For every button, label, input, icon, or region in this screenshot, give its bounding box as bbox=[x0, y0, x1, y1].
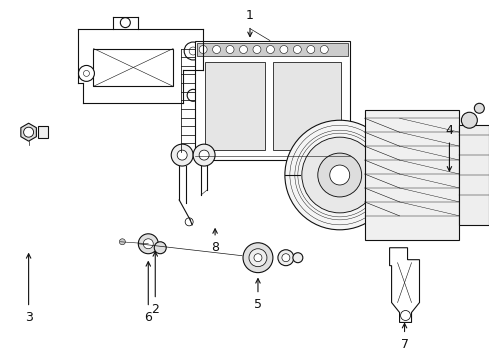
Circle shape bbox=[267, 45, 274, 54]
Text: 6: 6 bbox=[145, 311, 152, 324]
Circle shape bbox=[307, 45, 315, 54]
Bar bbox=[94, 49, 173, 86]
Circle shape bbox=[24, 127, 34, 137]
Bar bbox=[460, 125, 490, 225]
Circle shape bbox=[83, 71, 90, 76]
Circle shape bbox=[121, 18, 130, 28]
Circle shape bbox=[154, 242, 166, 254]
Circle shape bbox=[187, 89, 199, 101]
Bar bbox=[205, 62, 265, 150]
Bar bbox=[195, 41, 350, 160]
Circle shape bbox=[400, 310, 411, 320]
Text: 8: 8 bbox=[211, 241, 219, 254]
Circle shape bbox=[320, 45, 328, 54]
Polygon shape bbox=[21, 123, 36, 141]
Circle shape bbox=[185, 218, 193, 226]
Text: 3: 3 bbox=[24, 311, 32, 324]
Text: 7: 7 bbox=[400, 338, 409, 351]
Bar bbox=[38, 126, 48, 138]
Circle shape bbox=[278, 250, 294, 266]
Circle shape bbox=[199, 150, 209, 160]
Circle shape bbox=[293, 253, 303, 263]
Bar bbox=[197, 42, 348, 57]
Circle shape bbox=[253, 45, 261, 54]
Circle shape bbox=[193, 144, 215, 166]
Circle shape bbox=[294, 45, 301, 54]
Circle shape bbox=[138, 234, 158, 254]
Circle shape bbox=[120, 239, 125, 245]
Circle shape bbox=[143, 239, 153, 249]
Circle shape bbox=[171, 144, 193, 166]
Circle shape bbox=[240, 45, 247, 54]
Bar bbox=[365, 110, 460, 240]
Text: 2: 2 bbox=[151, 303, 159, 316]
Circle shape bbox=[189, 47, 197, 55]
Circle shape bbox=[213, 45, 220, 54]
Circle shape bbox=[226, 45, 234, 54]
Text: 1: 1 bbox=[246, 9, 254, 22]
Circle shape bbox=[282, 254, 290, 262]
Circle shape bbox=[78, 66, 95, 81]
Circle shape bbox=[199, 45, 207, 54]
Circle shape bbox=[243, 243, 273, 273]
Text: 5: 5 bbox=[254, 298, 262, 311]
Bar bbox=[273, 62, 341, 150]
Circle shape bbox=[184, 42, 202, 60]
Circle shape bbox=[474, 103, 484, 113]
Polygon shape bbox=[390, 248, 419, 323]
Circle shape bbox=[177, 150, 187, 160]
Text: 4: 4 bbox=[445, 124, 453, 137]
Circle shape bbox=[285, 120, 394, 230]
Circle shape bbox=[249, 249, 267, 267]
Circle shape bbox=[330, 165, 350, 185]
Circle shape bbox=[302, 137, 378, 213]
Circle shape bbox=[318, 153, 362, 197]
Circle shape bbox=[462, 112, 477, 128]
Circle shape bbox=[280, 45, 288, 54]
Circle shape bbox=[254, 254, 262, 262]
